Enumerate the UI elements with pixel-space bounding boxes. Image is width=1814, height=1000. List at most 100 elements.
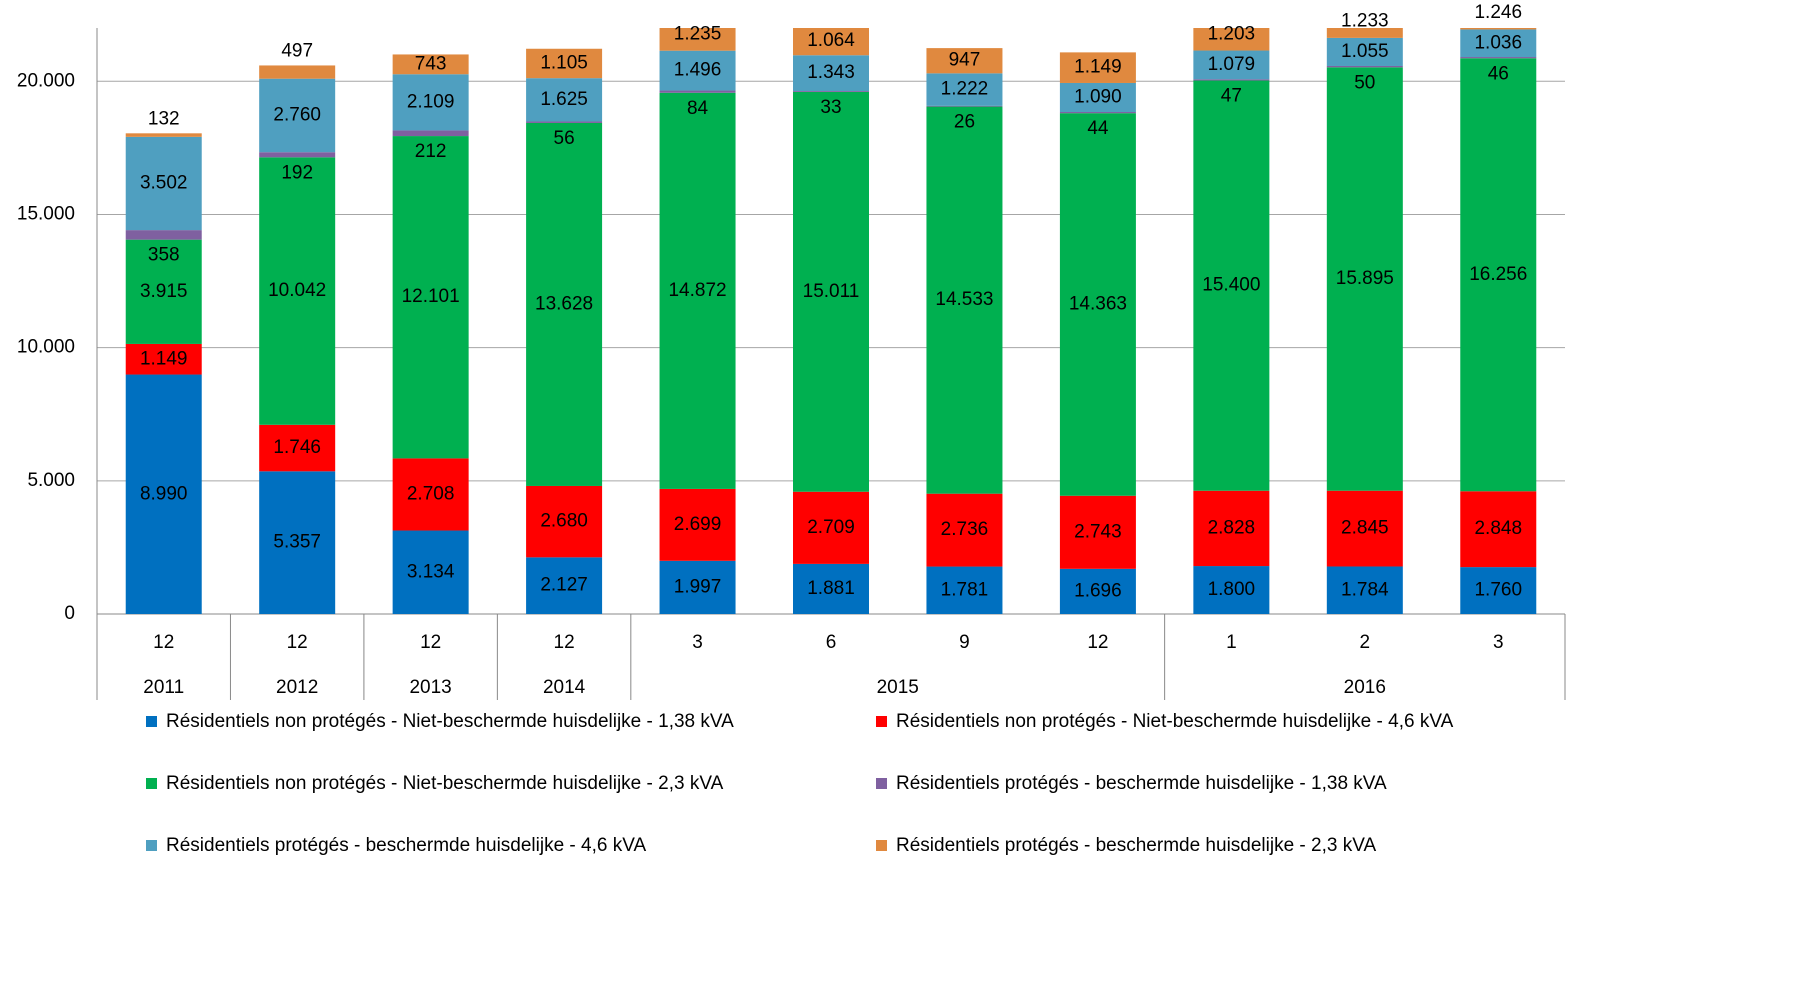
bar-segment: [526, 557, 603, 614]
bar-segment: [392, 74, 469, 131]
x-tick-label: 9: [959, 632, 970, 653]
bar-segment: [1193, 28, 1270, 51]
bar-segment: [125, 136, 202, 231]
data-label: 44: [1087, 118, 1109, 139]
bar-segment: [926, 566, 1003, 614]
bar-segment: [125, 133, 202, 137]
x-tick-label: 12: [420, 632, 441, 653]
legend-swatch: [876, 778, 887, 789]
data-label: 47: [1221, 86, 1242, 107]
data-label: 12.101: [402, 286, 460, 307]
legend-label: Résidentiels protégés - beschermde huisd…: [896, 773, 1387, 794]
bar-segment: [793, 91, 869, 92]
legend-swatch: [146, 840, 157, 851]
data-label: 1.105: [540, 52, 588, 73]
data-label: 50: [1354, 72, 1375, 93]
bar-segment: [793, 91, 869, 492]
x-tick-label: 3: [692, 632, 703, 653]
data-label: 26: [954, 112, 975, 133]
bar-segment: [1193, 79, 1270, 81]
bar-segment: [125, 230, 202, 240]
data-label: 1.090: [1074, 87, 1122, 108]
bars: [125, 28, 1537, 614]
bar-segment: [926, 106, 1003, 494]
legend-swatch: [876, 716, 887, 727]
y-tick-label: 20.000: [17, 70, 75, 91]
bar-segment: [926, 493, 1003, 567]
y-tick-label: 10.000: [17, 337, 75, 358]
data-label: 947: [949, 50, 981, 71]
data-label: 1.149: [1074, 57, 1122, 78]
bar-segment: [926, 73, 1003, 106]
x-tick-label: 6: [826, 632, 837, 653]
x-tick-label: 3: [1493, 632, 1504, 653]
bar-segment: [1460, 567, 1537, 614]
data-label: 2.709: [807, 517, 855, 538]
bar-segment: [793, 563, 869, 614]
bar-segment: [793, 28, 869, 56]
bar-segment: [659, 50, 736, 91]
data-label: 16.256: [1469, 264, 1527, 285]
data-label: 2.109: [407, 91, 455, 112]
year-label: 2016: [1344, 677, 1386, 698]
bar-segment: [259, 157, 336, 425]
y-tick-label: 15.000: [17, 203, 75, 224]
bar-segment: [1460, 29, 1537, 58]
bar-segment: [659, 92, 736, 489]
bar-segment: [659, 560, 736, 614]
bar-segment: [392, 130, 469, 137]
bar-segment: [926, 48, 1003, 74]
data-label: 497: [281, 40, 313, 61]
bar-segment: [259, 65, 336, 79]
data-label: 1.203: [1208, 24, 1256, 45]
x-tick-label: 2: [1360, 632, 1371, 653]
data-label: 1.746: [273, 437, 321, 458]
bar-segment: [1059, 113, 1136, 496]
year-label: 2013: [409, 677, 451, 698]
bar-segment: [1193, 490, 1270, 567]
bar-segment: [1460, 57, 1537, 59]
bar-segment: [259, 78, 336, 153]
data-label: 14.872: [668, 280, 726, 301]
data-label: 15.011: [803, 281, 860, 302]
bar-segment: [392, 54, 469, 75]
data-label: 1.760: [1474, 580, 1522, 601]
bar-segment: [392, 458, 469, 531]
bar-segment: [1059, 52, 1136, 83]
data-label: 1.881: [807, 578, 855, 599]
data-label: 1.343: [807, 62, 855, 83]
data-label: 14.533: [935, 289, 993, 310]
data-label: 56: [554, 128, 575, 149]
bar-segment: [1326, 37, 1403, 66]
bar-segment: [1059, 495, 1136, 569]
bar-segment: [526, 122, 603, 486]
data-label: 15.400: [1202, 275, 1260, 296]
bar-segment: [259, 424, 336, 472]
x-tick-label: 12: [153, 632, 174, 653]
legend-swatch: [146, 778, 157, 789]
data-label: 2.760: [273, 104, 321, 125]
bar-segment: [659, 28, 736, 51]
data-label: 2.708: [407, 483, 455, 504]
y-tick-label: 5.000: [27, 470, 75, 491]
data-label: 1.233: [1341, 10, 1389, 31]
bar-segment: [526, 485, 603, 558]
data-label: 2.848: [1474, 518, 1522, 539]
data-label: 358: [148, 245, 180, 266]
data-label: 1.079: [1208, 54, 1256, 75]
data-label: 3.502: [140, 172, 188, 193]
data-label: 3.915: [140, 281, 188, 302]
bar-segment: [125, 239, 202, 344]
legend-label: Résidentiels protégés - beschermde huisd…: [166, 835, 646, 856]
data-label: 33: [820, 97, 841, 118]
data-label: 15.895: [1336, 268, 1394, 289]
data-label: 2.680: [540, 511, 588, 532]
legend-swatch: [876, 840, 887, 851]
bar-segment: [1326, 490, 1403, 567]
year-label: 2012: [276, 677, 318, 698]
data-label: 1.036: [1474, 32, 1522, 53]
bar-segment: [526, 78, 603, 122]
data-label: 2.736: [941, 519, 989, 540]
